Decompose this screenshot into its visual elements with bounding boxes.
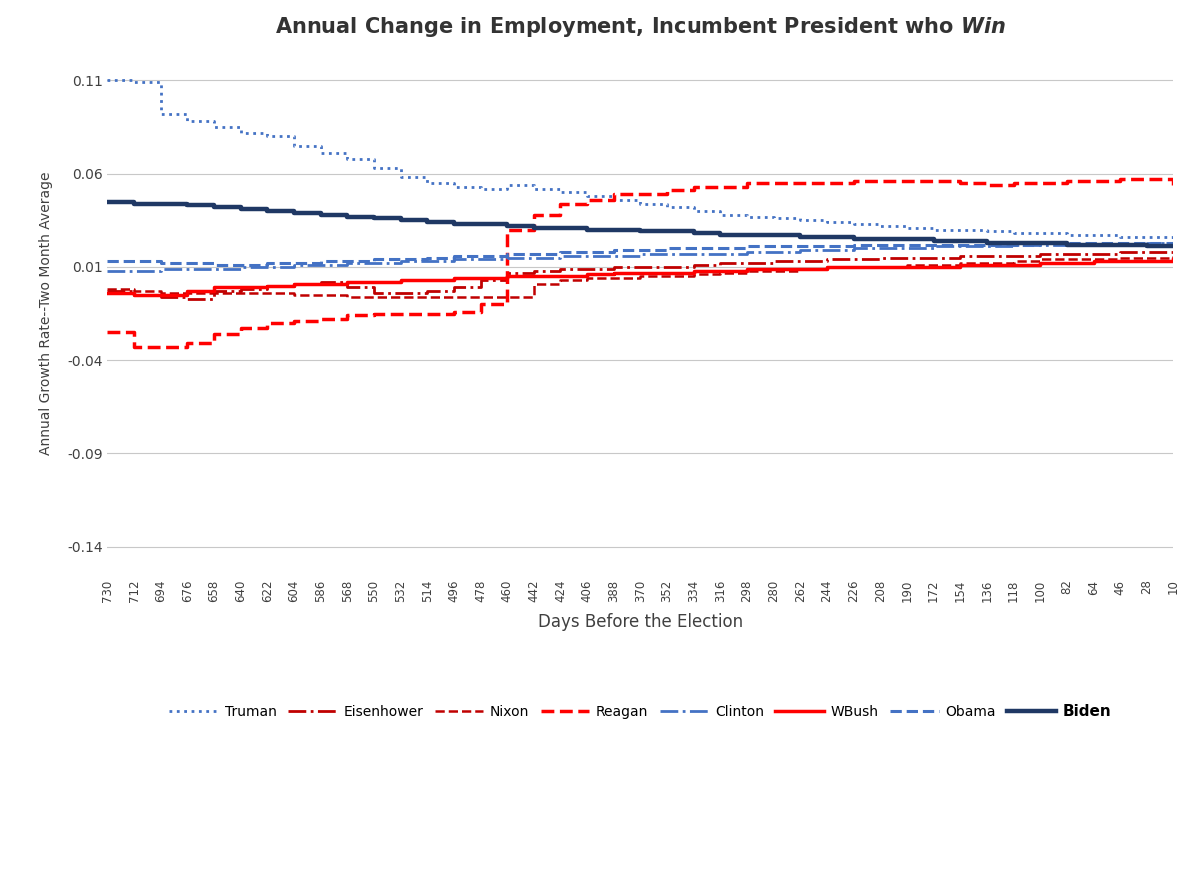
Legend: Truman, Eisenhower, Nixon, Reagan, Clinton, WBush, Obama, Biden: Truman, Eisenhower, Nixon, Reagan, Clint… xyxy=(164,699,1117,725)
Y-axis label: Annual Growth Rate--Two Month Average: Annual Growth Rate--Two Month Average xyxy=(40,172,53,456)
X-axis label: Days Before the Election: Days Before the Election xyxy=(538,613,743,631)
Title: Annual Change in Employment, Incumbent President who $\bfit{Win}$: Annual Change in Employment, Incumbent P… xyxy=(275,15,1006,39)
